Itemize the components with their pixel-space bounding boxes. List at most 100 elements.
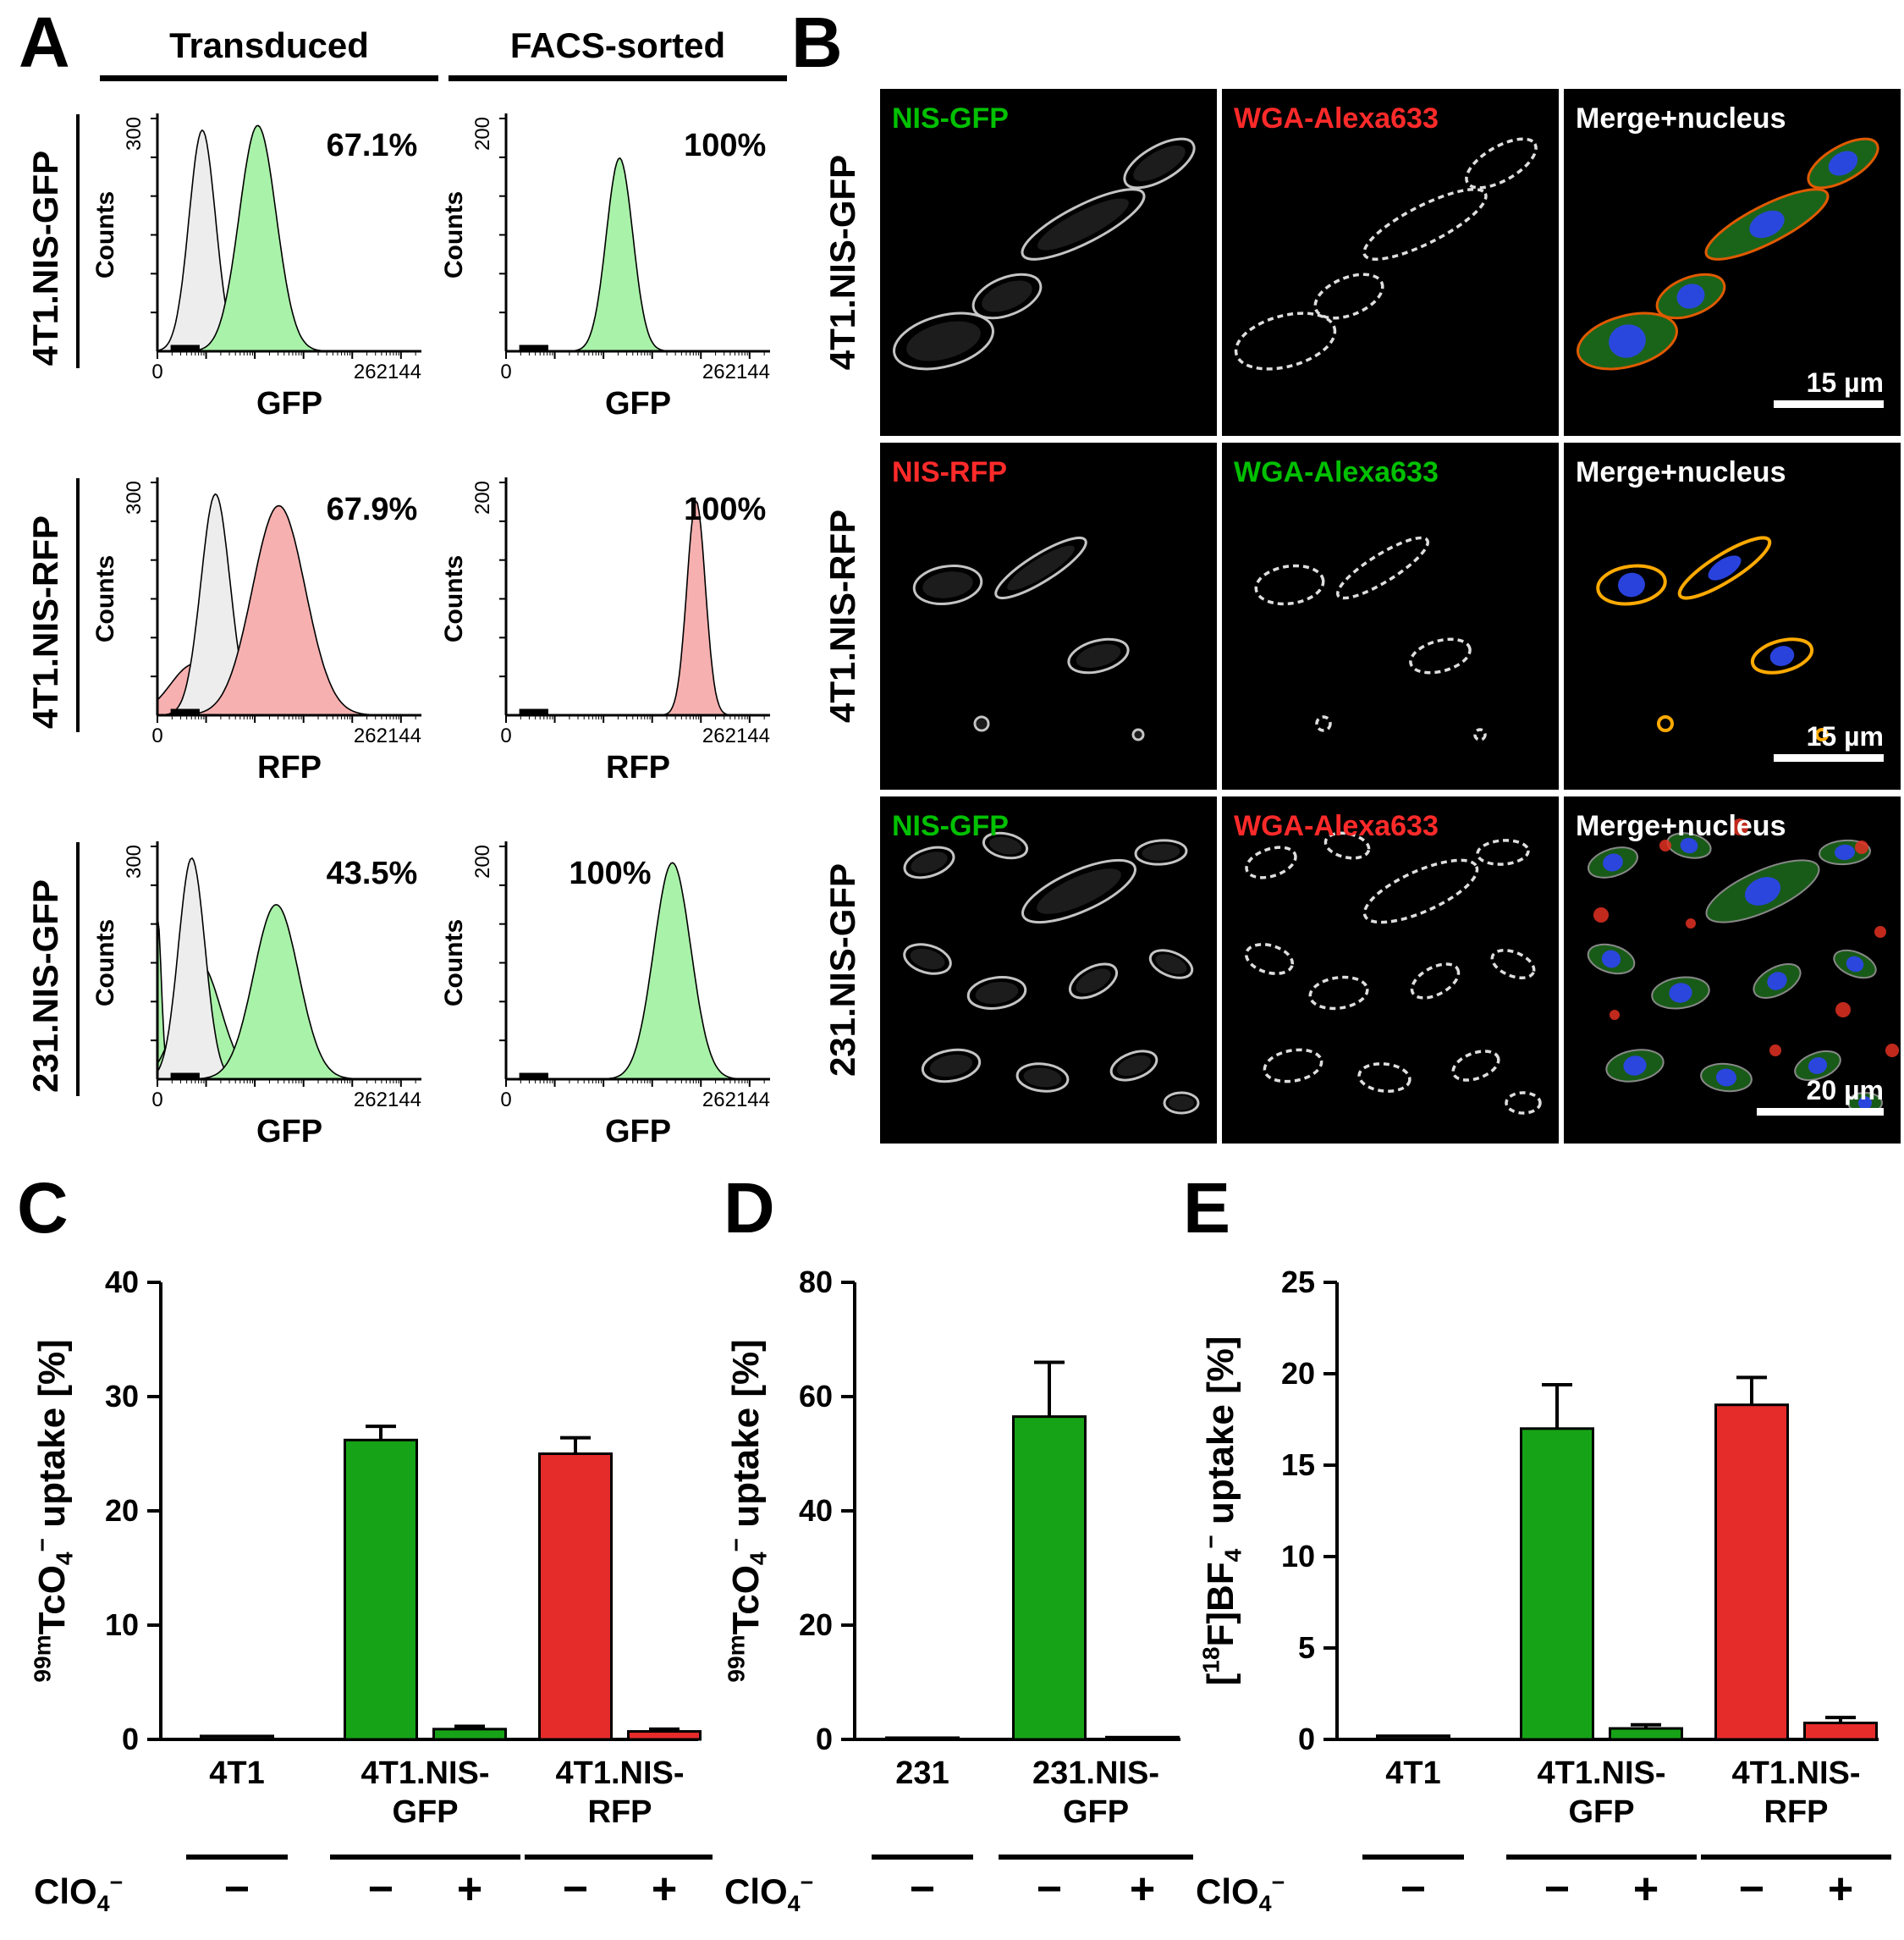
- histogram-curve: [506, 862, 770, 1080]
- micrograph: WGA-Alexa633: [1222, 443, 1559, 790]
- cell-body: [1134, 730, 1142, 739]
- y-max-label: 300: [123, 845, 146, 879]
- y-tick-label: 30: [105, 1379, 139, 1414]
- cell-body: [1007, 545, 1075, 591]
- cell-outline: [1263, 1048, 1323, 1083]
- clo4-label: ClO4−: [34, 1870, 123, 1916]
- group-label: 4T1: [1385, 1755, 1440, 1791]
- clo4-sign: −: [1400, 1865, 1426, 1914]
- x-axis-title: GFP: [256, 1114, 322, 1149]
- panel-b-row-label: 4T1.NIS-RFP: [823, 509, 862, 724]
- y-max-label: 200: [471, 481, 494, 515]
- nucleus: [1708, 555, 1742, 581]
- cell-merge: [1750, 637, 1814, 675]
- bar: [1609, 1727, 1683, 1741]
- nucleus: [1669, 983, 1692, 1003]
- y-tick-label: 60: [799, 1379, 833, 1414]
- cell-outline: [1067, 637, 1130, 675]
- panel-a-row-label: 4T1.NIS-GFP: [25, 150, 65, 367]
- group-underline: [1506, 1855, 1697, 1860]
- nucleus: [1676, 284, 1705, 309]
- cell-outline: [1245, 846, 1297, 879]
- group-label: GFP: [392, 1794, 458, 1830]
- y-tick-label: 0: [1298, 1722, 1315, 1756]
- micrograph-background: [880, 89, 1217, 436]
- nucleus: [1609, 324, 1646, 358]
- cell-body: [1133, 145, 1186, 182]
- bar: [1012, 1415, 1087, 1741]
- bar: [200, 1734, 274, 1741]
- cell-body: [1116, 1055, 1152, 1077]
- cell-outline: [1473, 728, 1487, 741]
- scale-bar-label: 15 µm: [1807, 721, 1884, 752]
- y-max-label: 300: [123, 481, 146, 515]
- group-label: RFP: [588, 1794, 652, 1830]
- clo4-sign: +: [652, 1865, 677, 1914]
- channel-label: WGA-Alexa633: [1234, 102, 1439, 135]
- x-axis-title: GFP: [256, 386, 322, 422]
- clo4-sign: −: [1037, 1865, 1062, 1914]
- channel-label: NIS-GFP: [892, 810, 1009, 842]
- group-label: 231.NIS-: [1032, 1755, 1159, 1791]
- nucleus: [1767, 972, 1787, 990]
- cell-body: [1142, 844, 1180, 861]
- bar: [627, 1730, 702, 1741]
- nucleus: [1618, 572, 1645, 598]
- bar: [1105, 1735, 1180, 1741]
- cell-outline: [1357, 1062, 1411, 1093]
- cell-outline: [893, 311, 994, 371]
- cell-outline: [1123, 137, 1196, 190]
- y-tick-label: 20: [799, 1607, 833, 1642]
- x-min-label: 0: [500, 1088, 511, 1111]
- cell-body: [988, 836, 1022, 855]
- cell-outline: [1134, 839, 1188, 866]
- micrograph-merge: Merge+nucleus 20 µm: [1564, 796, 1901, 1144]
- cell-outline: [1068, 962, 1119, 1000]
- panel-b-row-label: 4T1.NIS-GFP: [823, 154, 862, 371]
- group-label: RFP: [1764, 1794, 1829, 1830]
- cell-body: [911, 852, 948, 874]
- counts-axis-label: Counts: [91, 919, 119, 1006]
- bar-chart-bf4: 0 5 10 15 20 25 [18F]BF4− uptake [%] 4T1 4T1.NIS…: [1196, 1265, 1891, 1916]
- x-max-label: 262144: [702, 725, 770, 747]
- micrograph-background: [1222, 89, 1559, 436]
- panel-a-row-label: 4T1.NIS-RFP: [25, 515, 65, 730]
- micrograph: NIS-RFP: [880, 443, 1217, 790]
- counts-axis-label: Counts: [91, 555, 119, 642]
- micrograph-background: [880, 796, 1217, 1144]
- x-axis-title: GFP: [605, 386, 671, 422]
- channel-label: Merge+nucleus: [1576, 810, 1786, 842]
- micrograph: WGA-Alexa633: [1222, 89, 1559, 436]
- x-min-label: 0: [500, 725, 511, 747]
- cell-body: [1037, 868, 1121, 914]
- percent-label: 100%: [569, 856, 651, 891]
- nucleus: [1858, 1096, 1872, 1110]
- micrograph-background: [1222, 443, 1559, 790]
- x-axis-title: RFP: [257, 750, 322, 785]
- x-max-label: 262144: [354, 1088, 421, 1111]
- clo4-sign: +: [1828, 1865, 1853, 1914]
- bar: [1803, 1722, 1878, 1741]
- cell-outline: [903, 943, 952, 975]
- cell-merge: [1657, 715, 1674, 732]
- cell-outline: [1362, 187, 1488, 262]
- micrograph-background: [880, 443, 1217, 790]
- row-bracket-line: [76, 478, 80, 732]
- panel-b-letter: B: [791, 3, 843, 82]
- x-max-label: 262144: [702, 1088, 770, 1111]
- counts-axis-label: Counts: [91, 191, 119, 278]
- cell-outline: [1148, 949, 1194, 979]
- x-min-label: 0: [500, 361, 511, 383]
- group-underline: [999, 1855, 1193, 1860]
- percent-label: 100%: [684, 128, 766, 163]
- clo4-sign: +: [457, 1865, 482, 1914]
- histogram-curve: [506, 499, 770, 716]
- cell-body: [1169, 1095, 1194, 1111]
- flow-histogram-transduced: Counts 300 0 262144 RFP 67.9%: [91, 477, 421, 785]
- cell-body: [1076, 643, 1121, 669]
- cell-body: [1076, 968, 1111, 994]
- group-underline: [525, 1855, 713, 1860]
- channel-label: WGA-Alexa633: [1234, 456, 1439, 488]
- cell-outline: [966, 976, 1027, 1010]
